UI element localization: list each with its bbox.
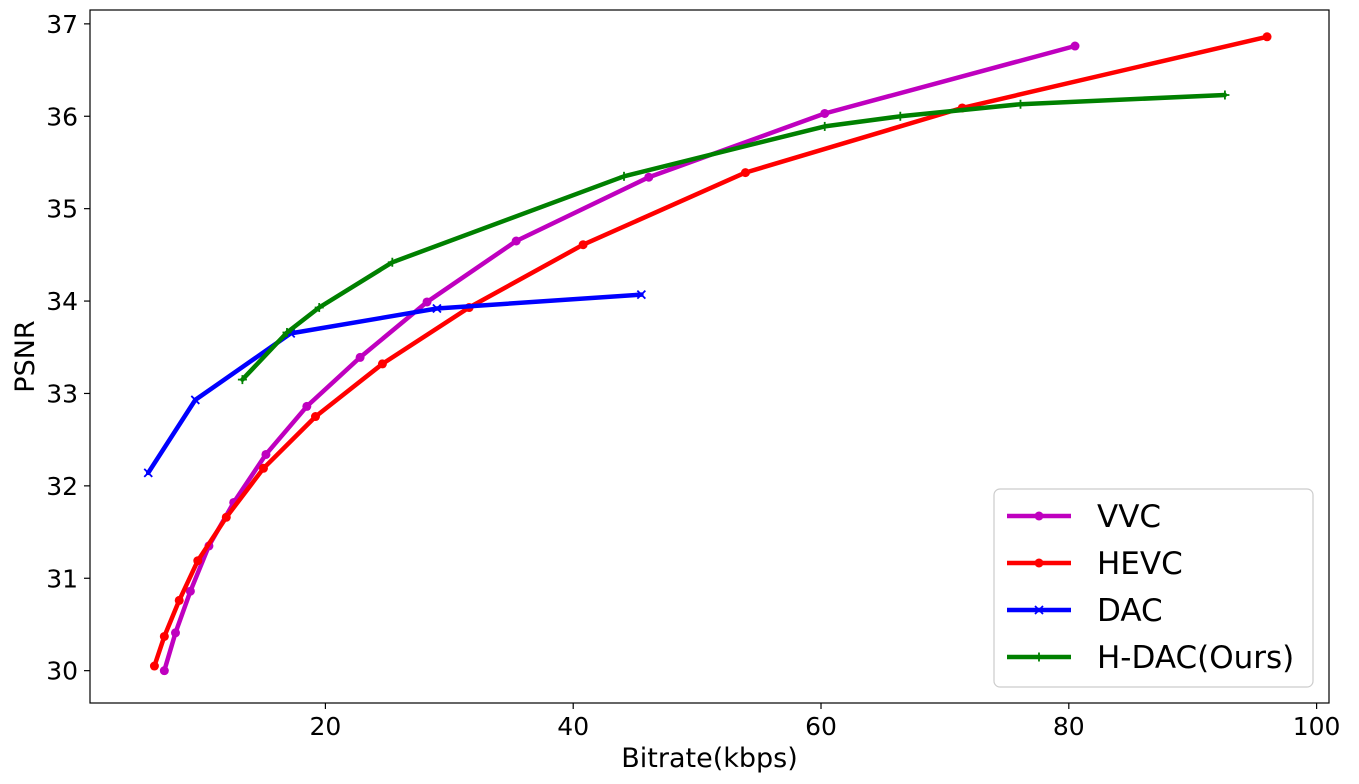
series-line (240, 92, 1228, 382)
legend-marker (1034, 558, 1044, 568)
legend-label: H-DAC(Ours) (1097, 640, 1294, 676)
series-line (145, 292, 644, 476)
legend-entry: H-DAC(Ours) (1007, 640, 1294, 676)
y-tick-label: 36 (46, 102, 78, 131)
series-dac (143, 289, 646, 478)
axis-ticks: 20 40 60 80 100 30 31 32 33 34 35 36 37 (46, 10, 1340, 741)
data-point (190, 395, 200, 405)
data-point (261, 449, 271, 459)
series-vvc (159, 41, 1080, 676)
data-point (377, 359, 387, 369)
legend-marker (1034, 605, 1044, 615)
data-point (159, 666, 169, 676)
data-point (170, 628, 180, 638)
y-tick-label: 32 (46, 472, 78, 501)
x-tick-label: 20 (310, 712, 342, 741)
data-point (895, 111, 905, 121)
x-tick-label: 40 (557, 712, 589, 741)
data-point (258, 463, 268, 473)
x-axis-label: Bitrate(kbps) (621, 743, 798, 774)
data-point (237, 375, 247, 385)
legend-label: HEVC (1097, 546, 1183, 582)
data-point (619, 171, 629, 181)
legend-label: DAC (1097, 593, 1163, 629)
legend-marker (1034, 652, 1044, 662)
data-point (820, 108, 830, 118)
data-point (193, 556, 203, 566)
data-point (302, 401, 312, 411)
x-tick-label: 60 (805, 712, 837, 741)
data-point (1070, 41, 1080, 51)
data-point (740, 168, 750, 178)
y-tick-label: 31 (46, 564, 78, 593)
data-point (422, 297, 432, 307)
series-layer (143, 32, 1272, 676)
data-point (578, 240, 588, 250)
legend-entry: VVC (1007, 499, 1161, 535)
x-tick-label: 100 (1293, 712, 1341, 741)
data-point (143, 468, 153, 478)
x-tick-label: 80 (1053, 712, 1085, 741)
series-h-dac-ours (237, 90, 1230, 385)
plot-area-frame (89, 9, 1330, 704)
legend-box (993, 488, 1314, 688)
data-point (1262, 32, 1272, 42)
data-point (282, 327, 292, 337)
data-point (159, 631, 169, 641)
data-point (310, 412, 320, 422)
y-tick-label: 30 (46, 657, 78, 686)
data-point (185, 586, 195, 596)
data-point (511, 236, 521, 246)
legend-marker (1034, 511, 1044, 521)
data-point (174, 595, 184, 605)
data-point (221, 512, 231, 522)
legend-entry: HEVC (1007, 546, 1183, 582)
data-point (636, 289, 646, 300)
y-tick-label: 37 (46, 10, 78, 39)
y-tick-label: 34 (46, 287, 78, 316)
y-tick-label: 35 (46, 195, 78, 224)
legend-entry: DAC (1007, 593, 1163, 629)
legend-label: VVC (1097, 499, 1161, 535)
data-point (820, 121, 830, 131)
data-point (644, 172, 654, 182)
data-point (314, 303, 324, 313)
data-point (387, 257, 397, 267)
data-point (1220, 90, 1230, 100)
data-point (355, 352, 365, 362)
series-line (162, 43, 1078, 673)
y-tick-label: 33 (46, 379, 78, 408)
data-point (149, 661, 159, 671)
data-point (432, 303, 442, 314)
y-axis-label: PSNR (10, 320, 41, 392)
data-point (1015, 99, 1025, 109)
legend: VVC HEVC DAC H-DAC(Ours) (993, 488, 1314, 688)
